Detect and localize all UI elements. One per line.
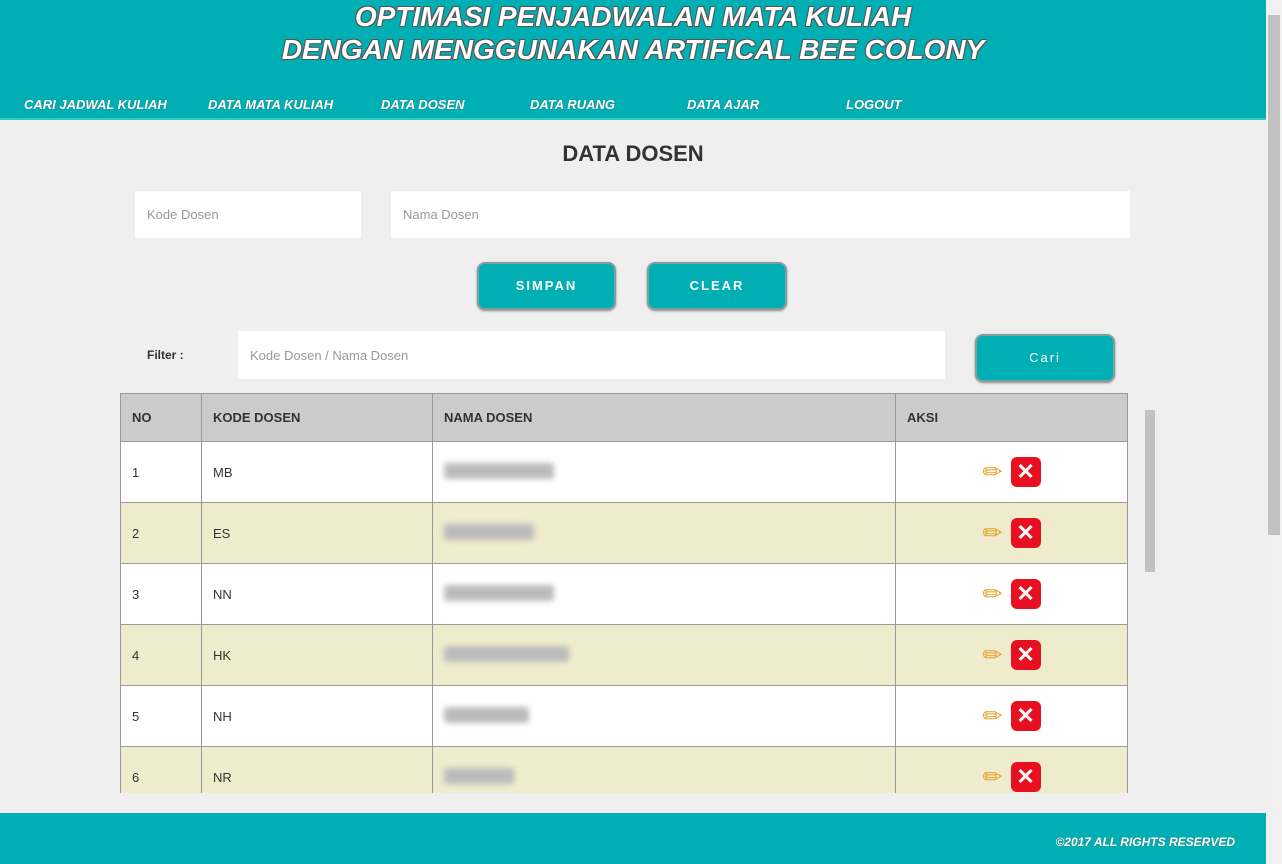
cell-nama-redacted [432,624,896,686]
table-scrollbar-thumb[interactable] [1145,410,1155,572]
cell-no: 1 [120,441,202,503]
cell-kode: NN [201,563,433,625]
cell-kode: NR [201,746,433,793]
simpan-button[interactable]: SIMPAN [477,262,616,310]
cell-nama-redacted [432,502,896,564]
cell-nama-redacted [432,563,896,625]
cell-kode: MB [201,441,433,503]
nav-cari-jadwal[interactable]: CARI JADWAL KULIAH [24,97,167,112]
delete-x-icon[interactable]: ✕ [1010,579,1041,609]
cell-kode: HK [201,624,433,686]
cari-button[interactable]: Cari [975,334,1115,382]
header: OPTIMASI PENJADWALAN MATA KULIAH DENGAN … [0,0,1266,120]
table-row: 6 NR ✏ ✕ [120,746,1128,793]
cell-aksi: ✏ ✕ [895,746,1128,793]
page-scrollbar-thumb[interactable] [1268,15,1280,535]
pencil-icon[interactable]: ✏ [982,641,1003,669]
page-title: DATA DOSEN [562,141,704,166]
kode-dosen-input[interactable] [135,191,361,238]
nav-data-ruang[interactable]: DATA RUANG [530,97,615,112]
table-header-row: NO KODE DOSEN NAMA DOSEN AKSI [120,393,1128,442]
pencil-icon[interactable]: ✏ [982,702,1003,730]
footer: ©2017 ALL RIGHTS RESERVED [0,813,1266,864]
cell-aksi: ✏ ✕ [895,624,1128,686]
cell-no: 6 [120,746,202,793]
nav-data-ajar[interactable]: DATA AJAR [687,97,760,112]
clear-button[interactable]: CLEAR [647,262,787,310]
pencil-icon[interactable]: ✏ [982,519,1003,547]
nav-data-mata-kuliah[interactable]: DATA MATA KULIAH [208,97,334,112]
header-no: NO [120,393,202,442]
table-row: 4 HK ✏ ✕ [120,624,1128,686]
cell-no: 4 [120,624,202,686]
cell-nama-redacted [432,441,896,503]
cell-nama-redacted [432,685,896,747]
delete-x-icon[interactable]: ✕ [1010,701,1041,731]
cell-aksi: ✏ ✕ [895,685,1128,747]
cell-no: 2 [120,502,202,564]
dosen-table-container: NO KODE DOSEN NAMA DOSEN AKSI 1 MB ✏ ✕ 2 E… [120,393,1128,793]
header-aksi: AKSI [895,393,1128,442]
table-row: 5 NH ✏ ✕ [120,685,1128,747]
cell-kode: NH [201,685,433,747]
delete-x-icon[interactable]: ✕ [1010,518,1041,548]
app-title-line2: DENGAN MENGGUNAKAN ARTIFICAL BEE COLONY [281,34,985,65]
filter-label: Filter : [147,348,184,362]
cell-no: 5 [120,685,202,747]
header-kode: KODE DOSEN [201,393,433,442]
cell-kode: ES [201,502,433,564]
page-scrollbar[interactable] [1266,0,1282,864]
copyright: ©2017 ALL RIGHTS RESERVED [1055,835,1235,849]
dosen-table: NO KODE DOSEN NAMA DOSEN AKSI 1 MB ✏ ✕ 2 E… [120,393,1128,793]
nav-logout[interactable]: LOGOUT [846,97,902,112]
pencil-icon[interactable]: ✏ [982,763,1003,791]
nama-dosen-input[interactable] [391,191,1130,238]
app-title-line1: OPTIMASI PENJADWALAN MATA KULIAH [354,1,912,32]
table-row: 1 MB ✏ ✕ [120,441,1128,503]
cell-nama-redacted [432,746,896,793]
table-row: 3 NN ✏ ✕ [120,563,1128,625]
delete-x-icon[interactable]: ✕ [1010,457,1041,487]
cell-aksi: ✏ ✕ [895,502,1128,564]
cell-aksi: ✏ ✕ [895,563,1128,625]
cell-no: 3 [120,563,202,625]
delete-x-icon[interactable]: ✕ [1010,762,1041,792]
filter-input[interactable] [238,331,945,379]
table-row: 2 ES ✏ ✕ [120,502,1128,564]
delete-x-icon[interactable]: ✕ [1010,640,1041,670]
nav-data-dosen[interactable]: DATA DOSEN [381,97,465,112]
cell-aksi: ✏ ✕ [895,441,1128,503]
header-nama: NAMA DOSEN [432,393,896,442]
pencil-icon[interactable]: ✏ [982,458,1003,486]
pencil-icon[interactable]: ✏ [982,580,1003,608]
table-scrollbar[interactable] [1143,400,1157,793]
